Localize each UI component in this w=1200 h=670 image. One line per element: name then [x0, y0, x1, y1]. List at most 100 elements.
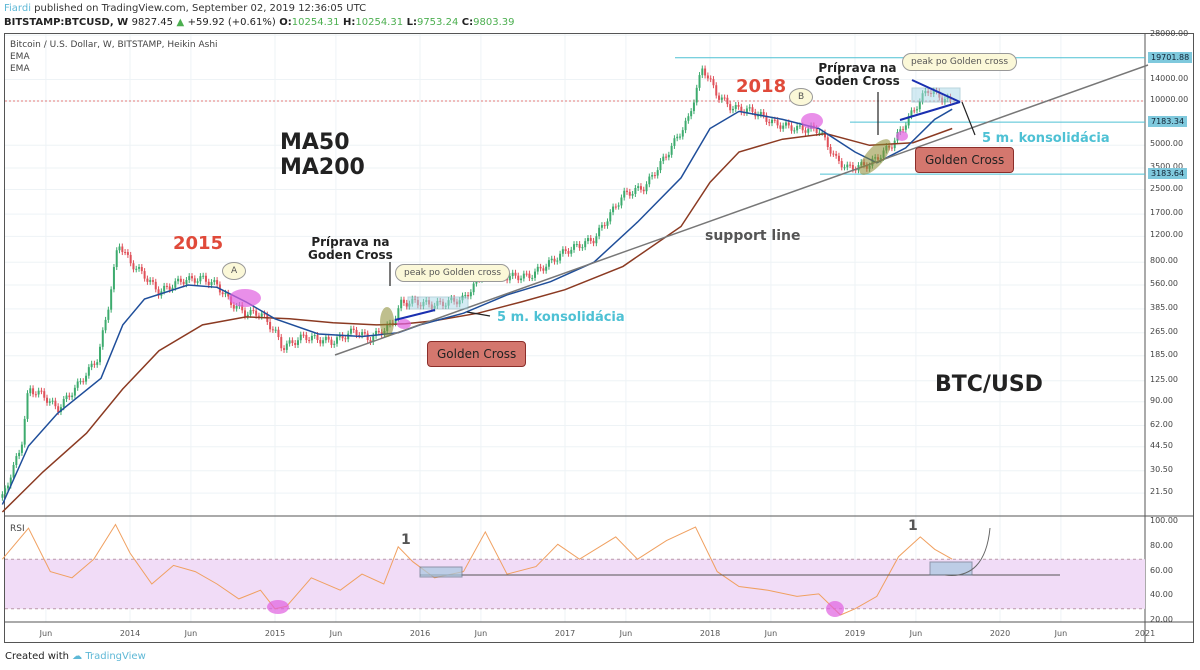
candle — [249, 310, 252, 315]
author-link[interactable]: Fiardi — [4, 3, 31, 14]
candle — [154, 281, 157, 290]
candle — [327, 336, 330, 340]
legend-ema200: EMA — [10, 64, 30, 74]
candle — [168, 286, 171, 290]
candle — [768, 121, 771, 124]
candle — [319, 339, 322, 344]
candle — [227, 292, 230, 297]
candle — [771, 119, 774, 124]
candle — [210, 282, 213, 286]
x-tick-label: 2018 — [699, 629, 721, 638]
candle — [124, 252, 127, 254]
rsi-projection-arrow — [944, 527, 991, 576]
candle — [902, 129, 905, 131]
y-tick-label: 125.00 — [1150, 374, 1178, 384]
candle — [46, 397, 49, 403]
candle — [255, 310, 258, 316]
candle — [851, 165, 854, 170]
candle — [913, 110, 916, 112]
candle — [626, 190, 629, 192]
x-tick-label: Jun — [619, 629, 633, 638]
x-tick-label: Jun — [474, 629, 488, 638]
candle — [402, 299, 405, 303]
l-label: L: — [406, 17, 417, 28]
candle — [191, 276, 194, 279]
consolidation-label-1: 5 m. konsolidácia — [497, 310, 625, 325]
candle — [704, 68, 707, 76]
rsi-marker-1: 1 — [401, 532, 411, 548]
candle — [246, 314, 249, 317]
rsi-low-marker-1 — [267, 600, 289, 614]
candle — [665, 156, 668, 158]
candle — [918, 101, 921, 110]
candle — [104, 319, 107, 331]
candle — [570, 249, 573, 254]
candle — [787, 122, 790, 126]
candle — [609, 212, 612, 222]
candle — [734, 105, 737, 109]
candle — [620, 197, 623, 206]
rsi-marker-2: 1 — [908, 518, 918, 534]
candle — [645, 184, 648, 192]
ema50-line — [1, 108, 953, 505]
candle — [829, 147, 832, 154]
candle — [188, 276, 191, 281]
candle — [118, 246, 121, 251]
candle — [815, 128, 818, 134]
y-tick-label: 44.50 — [1150, 440, 1173, 450]
rsi-tick-label: 20.00 — [1150, 615, 1173, 625]
candle — [667, 154, 670, 158]
candle — [692, 102, 695, 112]
candle — [20, 444, 23, 453]
candle — [15, 456, 18, 465]
candle — [185, 280, 188, 285]
candle — [648, 176, 651, 185]
y-tick-label: 1700.00 — [1150, 208, 1184, 218]
golden-cross-box-2: Golden Cross — [915, 147, 1015, 173]
legend-rsi: RSI — [10, 524, 25, 534]
candle — [204, 275, 207, 282]
candle — [121, 246, 124, 253]
candle — [32, 388, 35, 395]
x-tick-label: Jun — [329, 629, 343, 638]
candle — [573, 244, 576, 250]
candle — [798, 125, 801, 127]
candle — [400, 299, 403, 309]
candle — [232, 304, 235, 309]
candle — [349, 328, 352, 334]
c-label: C: — [461, 17, 474, 28]
chart-frame[interactable] — [4, 33, 1194, 643]
candle — [112, 267, 115, 290]
candle — [690, 111, 693, 117]
x-tick-label: 2015 — [264, 629, 286, 638]
candle — [835, 153, 838, 156]
candle — [592, 240, 595, 244]
candle — [324, 336, 327, 341]
candle — [341, 335, 344, 339]
candle — [57, 406, 60, 413]
candle — [224, 292, 227, 295]
candle — [76, 381, 79, 388]
footer-brand-link[interactable]: TradingView — [85, 651, 146, 662]
candle — [9, 477, 12, 486]
candle — [274, 329, 277, 331]
candle — [553, 258, 556, 262]
candle — [149, 280, 152, 282]
candle — [110, 289, 113, 310]
candle — [4, 488, 7, 495]
candle — [525, 273, 528, 275]
candle — [807, 128, 810, 133]
candle — [179, 278, 182, 282]
candle — [330, 339, 333, 345]
candle — [776, 120, 779, 126]
candle — [673, 138, 676, 146]
x-tick-label: 2019 — [844, 629, 866, 638]
candle — [550, 258, 553, 261]
candle — [846, 164, 849, 168]
candle — [132, 263, 135, 270]
y-tick-label: 1200.00 — [1150, 230, 1184, 240]
x-tick-label: Jun — [39, 629, 53, 638]
candle — [600, 225, 603, 228]
rsi-tick-label: 80.00 — [1150, 540, 1173, 550]
